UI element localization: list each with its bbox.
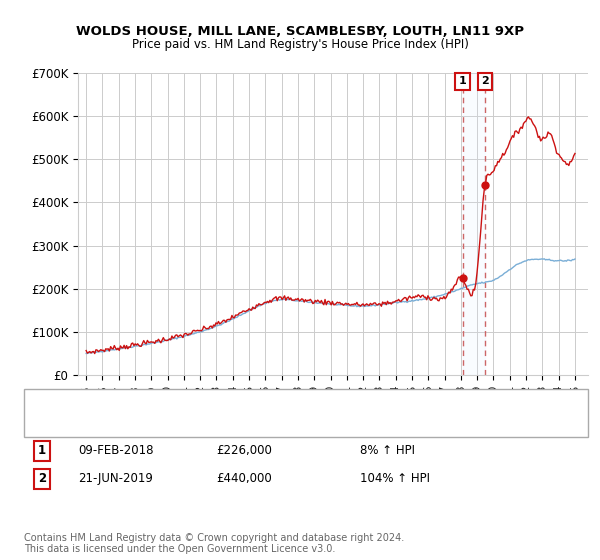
Text: 2: 2 <box>38 472 46 486</box>
Text: WOLDS HOUSE, MILL LANE, SCAMBLESBY, LOUTH, LN11 9XP: WOLDS HOUSE, MILL LANE, SCAMBLESBY, LOUT… <box>76 25 524 38</box>
Text: Contains HM Land Registry data © Crown copyright and database right 2024.
This d: Contains HM Land Registry data © Crown c… <box>24 533 404 554</box>
Text: Price paid vs. HM Land Registry's House Price Index (HPI): Price paid vs. HM Land Registry's House … <box>131 38 469 50</box>
Text: WOLDS HOUSE, MILL LANE, SCAMBLESBY, LOUTH, LN11 9XP (detached house): WOLDS HOUSE, MILL LANE, SCAMBLESBY, LOUT… <box>69 398 477 408</box>
Text: ─────: ───── <box>30 396 67 410</box>
Text: 104% ↑ HPI: 104% ↑ HPI <box>360 472 430 486</box>
Text: 2: 2 <box>481 76 489 86</box>
Bar <box>463 73 485 375</box>
Text: £440,000: £440,000 <box>216 472 272 486</box>
Text: 1: 1 <box>458 76 466 86</box>
Text: 21-JUN-2019: 21-JUN-2019 <box>78 472 153 486</box>
Text: ─────: ───── <box>30 417 67 431</box>
Text: 8% ↑ HPI: 8% ↑ HPI <box>360 444 415 458</box>
Text: 1: 1 <box>38 444 46 458</box>
Text: 09-FEB-2018: 09-FEB-2018 <box>78 444 154 458</box>
Text: £226,000: £226,000 <box>216 444 272 458</box>
Text: HPI: Average price, detached house, East Lindsey: HPI: Average price, detached house, East… <box>69 419 328 429</box>
